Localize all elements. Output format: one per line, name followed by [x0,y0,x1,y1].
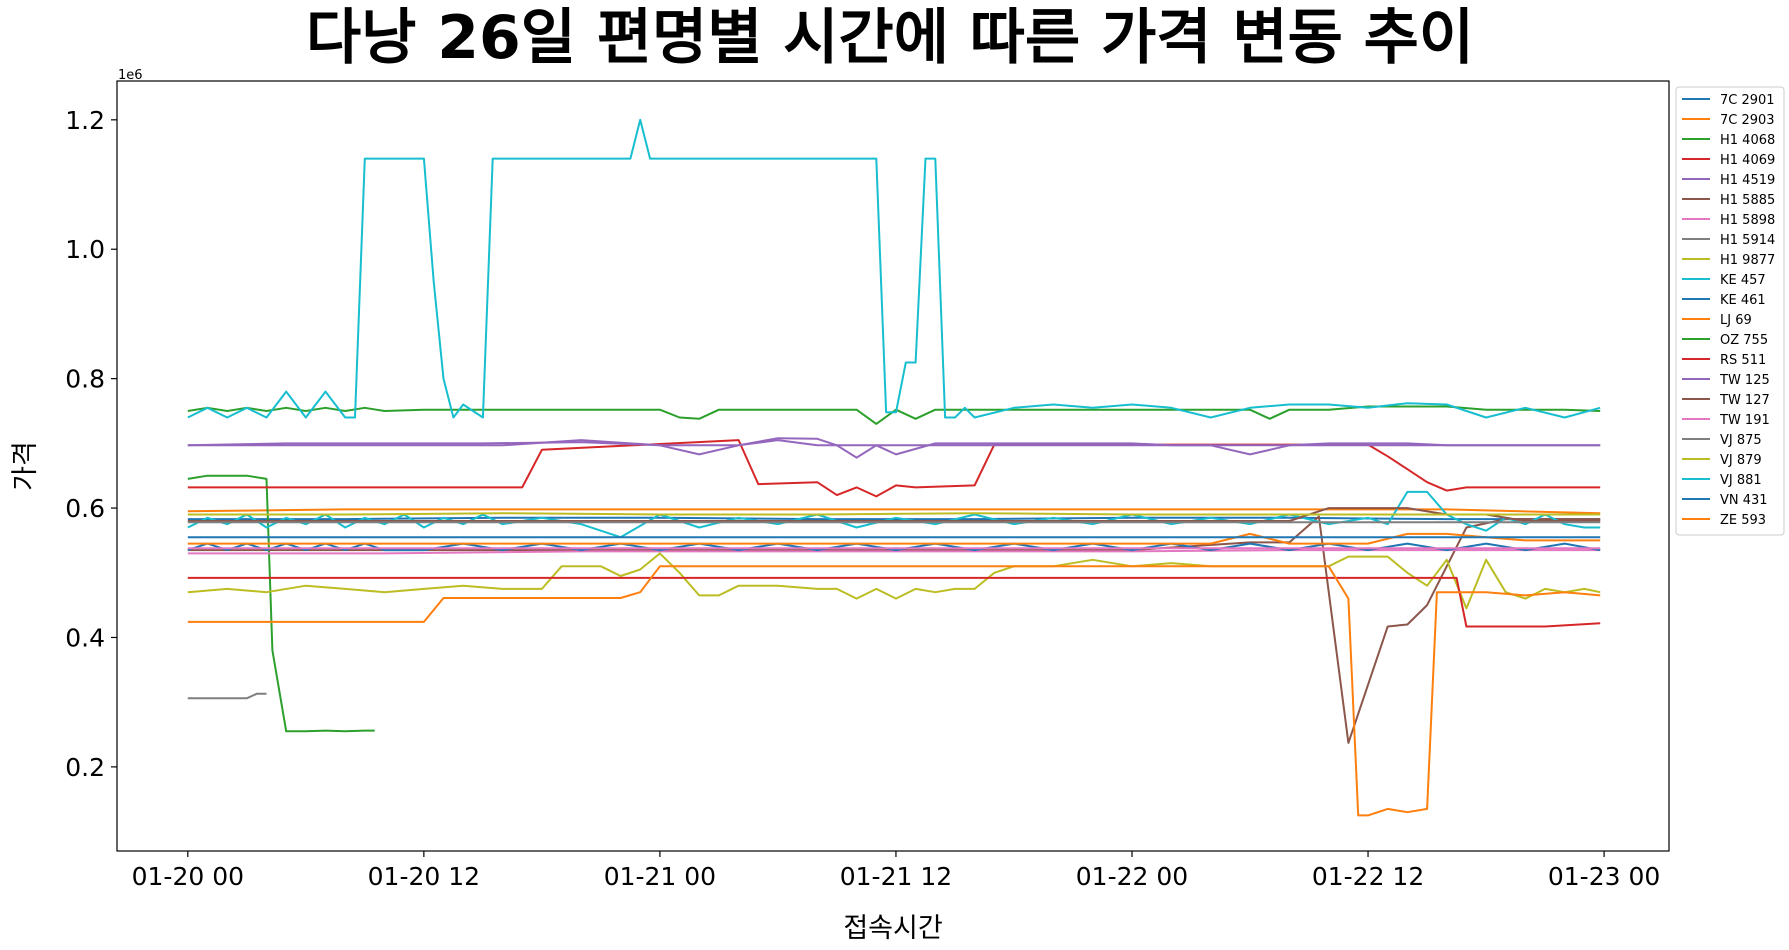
legend-label: H1 4068 [1720,133,1775,148]
series-line-vj-881 [187,118,1601,419]
legend-label: KE 461 [1720,293,1766,308]
x-tick-label: 01-22 12 [1312,862,1424,891]
y-tick-label: 0.2 [65,753,105,782]
series-layer [187,118,1601,817]
series-line-h1-4068 [187,474,375,733]
x-axis-label: 접속시간 [843,913,942,944]
legend-label: 7C 2901 [1720,93,1775,108]
y-tick-label: 1.2 [65,106,105,135]
series-line-h1-5914 [187,692,267,700]
series-line-lj-69 [187,532,1601,545]
y-tick-label: 0.8 [65,365,105,394]
x-tick-label: 01-23 00 [1548,862,1660,891]
series-line-h1-4519 [187,437,1601,459]
legend-label: VJ 879 [1720,453,1762,468]
series-line-ke-457 [187,490,1601,539]
legend-label: TW 127 [1719,393,1770,408]
series-line-tw-127 [187,507,1601,522]
legend-label: TW 191 [1719,413,1770,428]
series-line-oz-755 [187,405,1601,425]
legend: 7C 2901 7C 2903 H1 4068 H1 4069 H1 4519 H1 58… [1675,86,1785,536]
legend-label: H1 4519 [1720,173,1775,188]
y-tick-label: 0.6 [65,494,105,523]
x-axis: 01-20 00 01-20 12 01-21 00 01-21 12 01-22 00… [132,851,1660,891]
legend-label: OZ 755 [1720,333,1768,348]
series-line-h1-5898 [187,549,1601,555]
legend-label: H1 5914 [1720,233,1775,248]
series-line-ke-461 [187,542,1601,552]
series-line-h1-4069 [187,439,1601,498]
y-axis-label: 가격 [10,441,41,491]
legend-label: ZE 593 [1720,513,1766,528]
legend-label: H1 5885 [1720,193,1775,208]
y-tick-label: 1.0 [65,235,105,264]
series-line-h1-5885 [187,515,1601,744]
series-line-ze-593 [187,565,1601,817]
x-tick-label: 01-22 00 [1076,862,1188,891]
series-line-vj-879 [187,512,1601,516]
chart-title: 다낭 26일 편명별 시간에 따른 가격 변동 추이 [306,3,1474,73]
y-tick-label: 0.4 [65,623,105,652]
legend-label: H1 5898 [1720,213,1775,228]
y-axis-offset-label: 1e6 [118,68,143,83]
series-line-rs-511 [187,576,1601,628]
x-tick-label: 01-21 00 [604,862,716,891]
legend-label: LJ 69 [1720,313,1752,328]
legend-label: H1 9877 [1720,253,1775,268]
legend-label: VJ 881 [1720,473,1762,488]
series-line-7c-2903 [187,508,1601,515]
y-axis: 0.2 0.4 0.6 0.8 1.0 1.2 [65,106,117,782]
series-line-tw-125 [187,439,1601,447]
legend-label: KE 457 [1720,273,1766,288]
legend-label: 7C 2903 [1720,113,1775,128]
legend-label: RS 511 [1720,353,1766,368]
legend-label: TW 125 [1719,373,1770,388]
series-line-h1-9877 [187,552,1601,610]
legend-label: VJ 875 [1720,433,1762,448]
legend-label: VN 431 [1720,493,1768,508]
legend-label: H1 4069 [1720,153,1775,168]
plot-area-frame [116,80,1670,852]
x-tick-label: 01-20 12 [368,862,480,891]
x-tick-label: 01-20 00 [132,862,244,891]
x-tick-label: 01-21 12 [840,862,952,891]
